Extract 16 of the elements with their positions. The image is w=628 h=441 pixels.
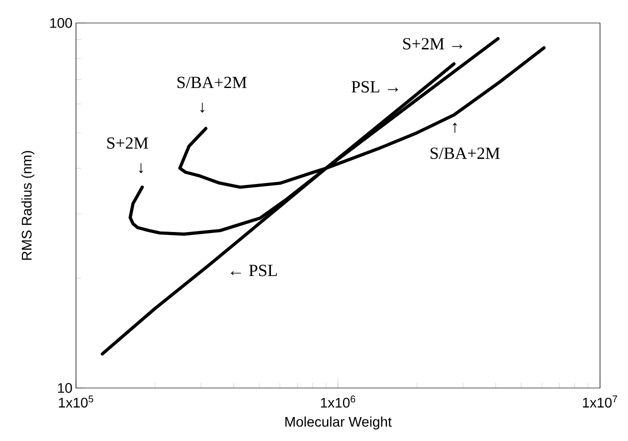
y-tick-label: 10	[58, 383, 72, 393]
annotation: S+2M →	[403, 38, 462, 50]
y-tick-label: 100	[50, 18, 72, 28]
annotation: ↓	[200, 102, 204, 113]
annotation: PSL →	[352, 81, 398, 93]
x-tick-label: 1x10$^{5}$	[58, 396, 94, 408]
annotation: ↑	[452, 122, 457, 133]
annotation: S/BA+2M	[430, 148, 500, 159]
annotation: ← PSL	[230, 264, 277, 276]
annotation: ↓	[139, 163, 143, 174]
x-axis-title: Molecular Weight	[285, 416, 392, 430]
x-tick-label: 1x10$^{7}$	[583, 396, 618, 408]
x-tick-label: 1x10$^{6}$	[320, 396, 356, 408]
y-axis-title: RMS Radius (nm)	[21, 150, 34, 260]
annotation: S/BA+2M	[178, 76, 247, 88]
annotation: S+2M	[107, 137, 148, 149]
